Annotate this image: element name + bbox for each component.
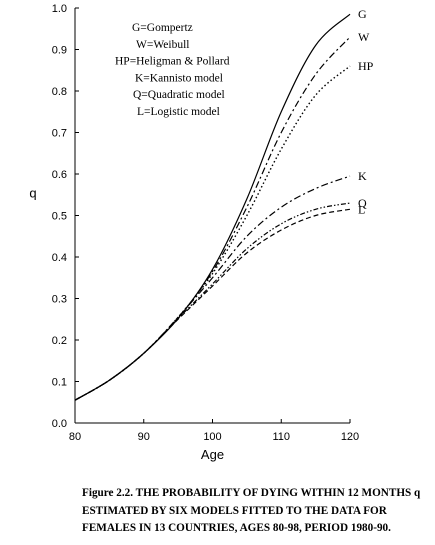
y-tick-label: 1.0 [52,3,67,15]
series-line-hp [74,65,351,401]
legend-entry: G=Gompertz [132,22,193,34]
series-end-label-w: W [358,30,370,44]
series-end-label-k: K [358,169,367,183]
y-tick-label: 0.3 [52,294,67,306]
y-tick-label: 0.6 [52,169,67,181]
x-axis-title: Age [201,447,224,462]
y-tick-label: 0.4 [52,252,67,264]
caption-line-2: ESTIMATED BY SIX MODELS FITTED TO THE DA… [82,504,387,517]
x-tick-label: 90 [138,431,150,443]
legend-entry: L=Logistic model [137,106,220,118]
caption-line-1: Figure 2.2. THE PROBABILITY OF DYING WIT… [82,487,421,499]
x-tick-label: 120 [341,431,359,443]
y-tick-label: 0.8 [52,86,67,98]
series-line-q [74,202,351,401]
legend-entry: Q=Quadratic model [133,89,225,101]
legend-entry: W=Weibull [136,39,189,51]
x-tick-label: 100 [203,431,221,443]
caption-line-3: FEMALES IN 13 COUNTRIES, AGES 80-98, PER… [82,522,391,534]
y-tick-label: 0.7 [52,128,67,140]
figure-caption: Figure 2.2. THE PROBABILITY OF DYING WIT… [82,485,427,538]
legend: G=Gompertz W=Weibull HP=Heligman & Pollard… [115,22,230,118]
series-layer [74,13,351,401]
y-tick-label: 0.0 [52,418,67,430]
series-end-label-l: L [358,202,365,216]
series-line-l [74,208,351,401]
y-axis-title: q [29,186,36,201]
y-tick-label: 0.2 [52,335,67,347]
series-end-label-hp: HP [358,59,374,73]
y-tick-label: 0.9 [52,45,67,57]
legend-entry: K=Kannisto model [135,72,223,84]
series-end-labels: GW HP KQL [358,7,374,216]
y-tick-label: 0.5 [52,211,67,223]
x-tick-label: 80 [69,431,81,443]
series-end-label-g: G [358,7,367,21]
chart: 0.0 0.1 0.2 0.3 0.4 0.5 0.6 0.7 0.8 0.9 1.0 80 90 100… [29,3,374,462]
x-tick-label: 110 [272,431,290,443]
chart-svg: 0.0 0.1 0.2 0.3 0.4 0.5 0.6 0.7 0.8 0.9 1.0 80 90 100… [29,3,374,462]
legend-entry: HP=Heligman & Pollard [115,56,230,68]
y-tick-label: 0.1 [52,377,67,389]
axes: 0.0 0.1 0.2 0.3 0.4 0.5 0.6 0.7 0.8 0.9 1.0 80 90 100… [29,3,359,462]
series-line-k [74,175,351,401]
series-end-label-q: Q [358,196,367,210]
